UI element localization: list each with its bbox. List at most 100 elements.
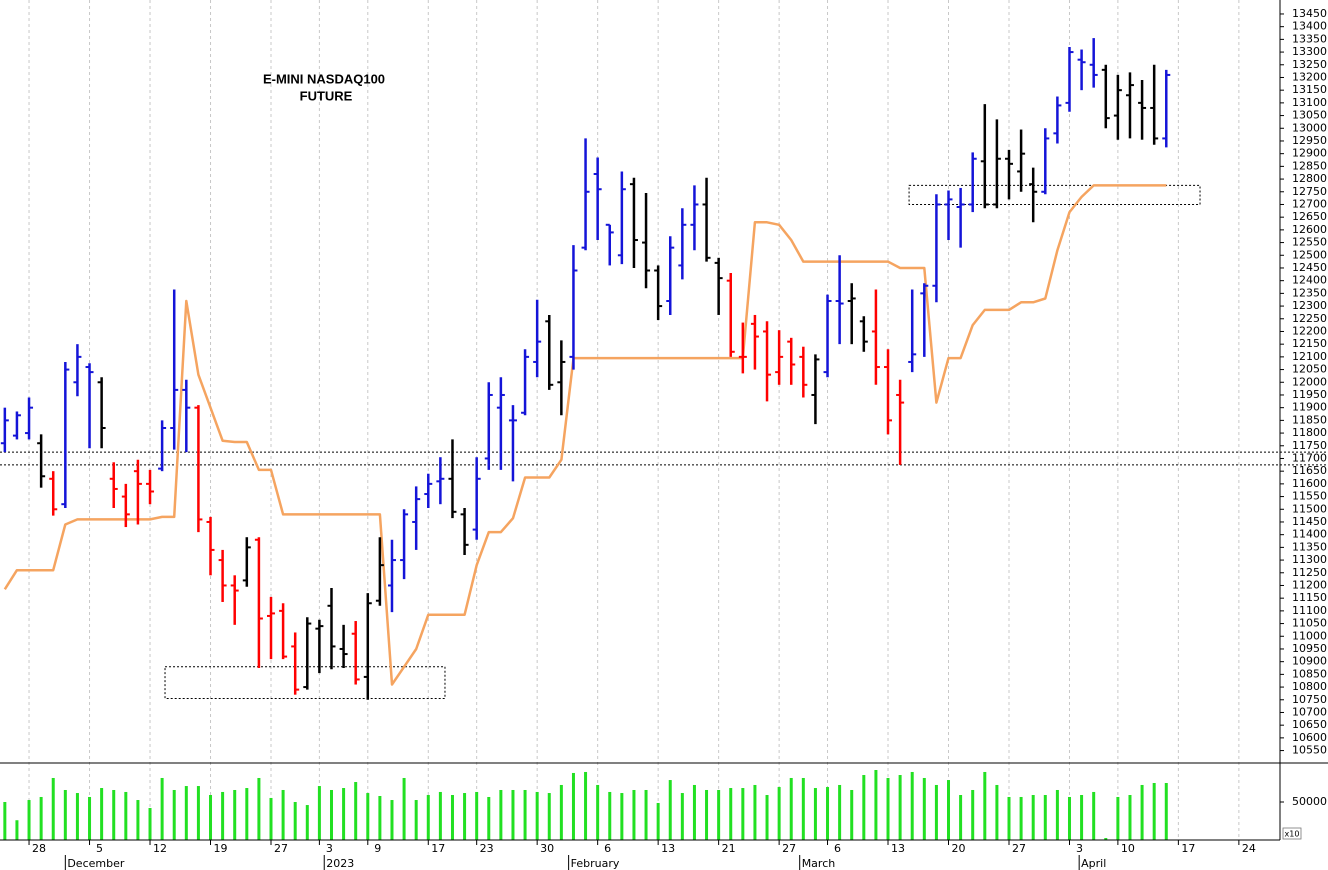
volume-bar [354, 782, 358, 840]
volume-bar [620, 793, 624, 840]
volume-bar [584, 771, 588, 840]
y-tick-label: 12800 [1292, 172, 1327, 185]
y-tick-label: 12600 [1292, 223, 1327, 236]
volume-bar [632, 789, 636, 840]
volume-bar [281, 789, 285, 840]
volume-bar [826, 787, 830, 840]
volume-bar [51, 777, 55, 840]
y-tick-label: 13100 [1292, 96, 1327, 109]
y-tick-label: 12050 [1292, 363, 1327, 376]
volume-bar [172, 789, 176, 840]
y-tick-label: 11400 [1292, 528, 1327, 541]
x-tick-label: 10 [1121, 842, 1135, 855]
x-tick-label: 27 [782, 842, 796, 855]
y-tick-label: 12300 [1292, 299, 1327, 312]
volume-bar [656, 802, 660, 840]
volume-bar [535, 791, 539, 840]
y-tick-label: 12250 [1292, 312, 1327, 325]
volume-bar [523, 789, 527, 840]
y-tick-label: 50000 [1292, 795, 1327, 808]
y-tick-label: 12350 [1292, 286, 1327, 299]
volume-bar [450, 795, 454, 840]
volume-bar [438, 791, 442, 840]
volume-bar [414, 800, 418, 840]
volume-bar [1031, 795, 1035, 840]
y-tick-label: 11050 [1292, 617, 1327, 630]
volume-bar [1055, 789, 1059, 840]
volume-bar [1128, 795, 1132, 840]
volume-bar [717, 789, 721, 840]
y-tick-label: 13150 [1292, 83, 1327, 96]
volume-bar [75, 793, 79, 840]
y-tick-label: 13350 [1292, 32, 1327, 45]
x-tick-label: 21 [722, 842, 736, 855]
volume-bar [862, 775, 866, 840]
volume-bar [874, 770, 878, 840]
volume-bar [269, 797, 273, 840]
y-tick-label: 10700 [1292, 705, 1327, 718]
volume-bar [160, 777, 164, 840]
volume-bar [705, 789, 709, 840]
volume-bar [293, 802, 297, 840]
volume-bar [366, 793, 370, 840]
volume-bar [983, 771, 987, 840]
y-tick-label: 11800 [1292, 426, 1327, 439]
volume-bar [741, 788, 745, 840]
y-tick-label: 11350 [1292, 540, 1327, 553]
y-tick-label: 12650 [1292, 210, 1327, 223]
volume-bar [1007, 796, 1011, 840]
volume-bar [1019, 796, 1023, 840]
x-tick-label: 23 [480, 842, 494, 855]
y-tick-label: 10850 [1292, 667, 1327, 680]
x-tick-label: 17 [431, 842, 445, 855]
volume-bar [499, 789, 503, 840]
x-tick-label: 28 [32, 842, 46, 855]
volume-bar [27, 800, 31, 840]
volume-bar [1080, 795, 1084, 840]
y-tick-label: 11750 [1292, 439, 1327, 452]
y-tick-label: 11600 [1292, 477, 1327, 490]
volume-bar [838, 784, 842, 840]
y-tick-label: 11200 [1292, 578, 1327, 591]
volume-bar [801, 777, 805, 840]
y-tick-label: 10600 [1292, 731, 1327, 744]
x-tick-label: 5 [96, 842, 103, 855]
volume-bar [934, 784, 938, 840]
y-tick-label: 12750 [1292, 185, 1327, 198]
volume-bar [1140, 784, 1144, 840]
y-tick-label: 10650 [1292, 718, 1327, 731]
y-tick-label: 11300 [1292, 553, 1327, 566]
volume-bar [148, 808, 152, 840]
y-tick-label: 11900 [1292, 401, 1327, 414]
volume-bar [378, 795, 382, 840]
x-tick-label: 30 [540, 842, 554, 855]
volume-bar [668, 780, 672, 840]
y-tick-label: 11250 [1292, 566, 1327, 579]
volume-bar [124, 791, 128, 840]
x-tick-label: 6 [834, 842, 841, 855]
y-tick-label: 10800 [1292, 680, 1327, 693]
unit-box [1282, 827, 1302, 840]
month-label: April [1081, 857, 1106, 870]
unit-label: x10 [1285, 830, 1300, 839]
volume-bar [765, 795, 769, 840]
y-tick-label: 11100 [1292, 604, 1327, 617]
y-tick-label: 13250 [1292, 58, 1327, 71]
y-tick-label: 10550 [1292, 744, 1327, 757]
x-tick-label: 6 [604, 842, 611, 855]
y-tick-label: 12200 [1292, 324, 1327, 337]
chart-title: E-MINI NASDAQ100 [263, 71, 385, 86]
volume-bar [1116, 796, 1120, 840]
volume-bar [1043, 795, 1047, 840]
x-tick-label: 24 [1242, 842, 1256, 855]
y-tick-label: 11550 [1292, 490, 1327, 503]
x-tick-label: 27 [1012, 842, 1026, 855]
volume-bar [898, 775, 902, 840]
month-label: 2023 [326, 857, 354, 870]
volume-bar [680, 793, 684, 840]
x-tick-label: 3 [1076, 842, 1083, 855]
volume-bar [196, 786, 200, 840]
volume-bar [233, 789, 237, 840]
y-tick-label: 13000 [1292, 121, 1327, 134]
y-tick-label: 13400 [1292, 20, 1327, 33]
